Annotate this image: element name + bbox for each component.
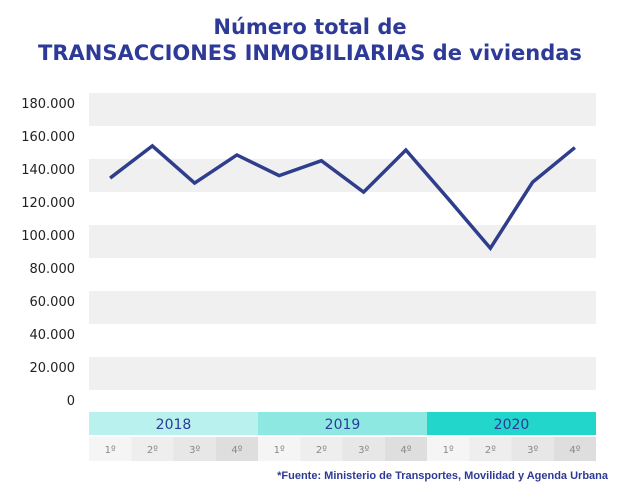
quarter-cell	[511, 437, 554, 461]
y-tick-label: 20.000	[30, 361, 76, 376]
quarter-label: 4º	[231, 445, 242, 456]
grid-band	[89, 357, 596, 390]
grid-band	[89, 93, 596, 126]
chart-title: Número total de	[213, 15, 407, 39]
quarter-label: 4º	[569, 445, 580, 456]
y-tick-label: 60.000	[30, 295, 76, 310]
year-band	[258, 412, 427, 435]
quarter-label: 2º	[316, 445, 327, 456]
quarter-label: 3º	[189, 445, 200, 456]
quarter-label: 2º	[147, 445, 158, 456]
quarter-cell	[131, 437, 174, 461]
y-tick-label: 160.000	[21, 130, 75, 145]
quarter-cell	[258, 437, 301, 461]
year-label: 2020	[494, 417, 530, 433]
y-tick-label: 40.000	[30, 328, 76, 343]
y-tick-label: 140.000	[21, 163, 75, 178]
quarter-cell	[553, 437, 596, 461]
quarter-cell	[300, 437, 343, 461]
year-label: 2018	[156, 417, 192, 433]
quarter-cell	[342, 437, 385, 461]
y-tick-label: 0	[67, 394, 75, 409]
y-tick-label: 120.000	[21, 196, 75, 211]
year-label: 2019	[325, 417, 361, 433]
y-tick-label: 80.000	[30, 262, 76, 277]
quarter-label: 1º	[443, 445, 454, 456]
year-band	[427, 412, 596, 435]
quarter-cell	[384, 437, 427, 461]
quarter-label: 3º	[527, 445, 538, 456]
quarter-label: 2º	[485, 445, 496, 456]
quarter-label: 1º	[274, 445, 285, 456]
quarter-label: 3º	[358, 445, 369, 456]
grid-band	[89, 291, 596, 324]
y-tick-label: 180.000	[21, 97, 75, 112]
year-band	[89, 412, 258, 435]
quarter-cell	[215, 437, 258, 461]
data-line	[109, 143, 576, 252]
quarter-label: 4º	[400, 445, 411, 456]
chart-title-line2: TRANSACCIONES INMOBILIARIAS de viviendas	[38, 41, 582, 65]
source-note: *Fuente: Ministerio de Transportes, Movi…	[277, 470, 608, 482]
quarter-cell	[173, 437, 216, 461]
grid-band	[89, 225, 596, 258]
quarter-cell	[469, 437, 512, 461]
quarter-cell	[89, 437, 132, 461]
quarter-label: 1º	[105, 445, 116, 456]
quarter-cell	[427, 437, 470, 461]
y-tick-label: 100.000	[21, 229, 75, 244]
